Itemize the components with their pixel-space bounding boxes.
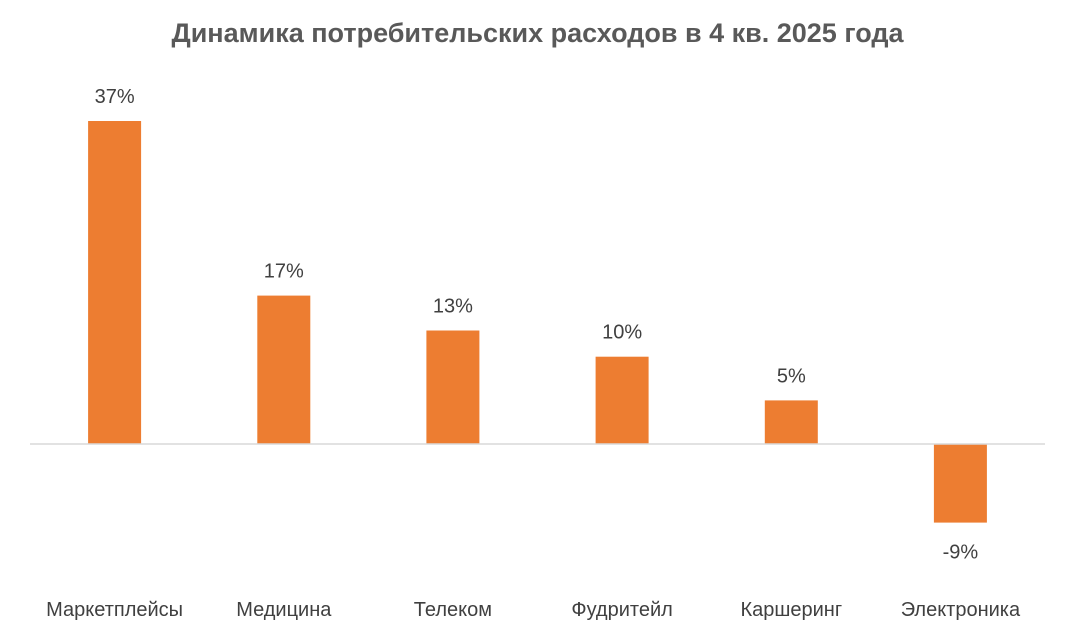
bar-3 (426, 330, 480, 444)
bar-4 (595, 356, 649, 444)
data-label-4: 10% (602, 322, 642, 344)
category-label-6: Электроника (901, 599, 1021, 621)
category-label-3: Телеком (414, 599, 492, 621)
data-label-3: 13% (433, 296, 473, 318)
category-label-5: Каршеринг (740, 599, 842, 621)
category-label-1: Маркетплейсы (46, 599, 183, 621)
category-label-4: Фудритейл (571, 599, 672, 621)
chart-title: Динамика потребительских расходов в 4 кв… (171, 18, 904, 48)
data-label-1: 37% (95, 86, 135, 108)
bar-2 (257, 295, 311, 444)
data-label-6: -9% (943, 542, 979, 564)
data-label-2: 17% (264, 261, 304, 283)
bar-1 (88, 121, 142, 444)
bar-5 (764, 400, 818, 444)
category-label-2: Медицина (236, 599, 332, 621)
bar-6 (933, 444, 987, 523)
data-label-5: 5% (777, 365, 806, 387)
